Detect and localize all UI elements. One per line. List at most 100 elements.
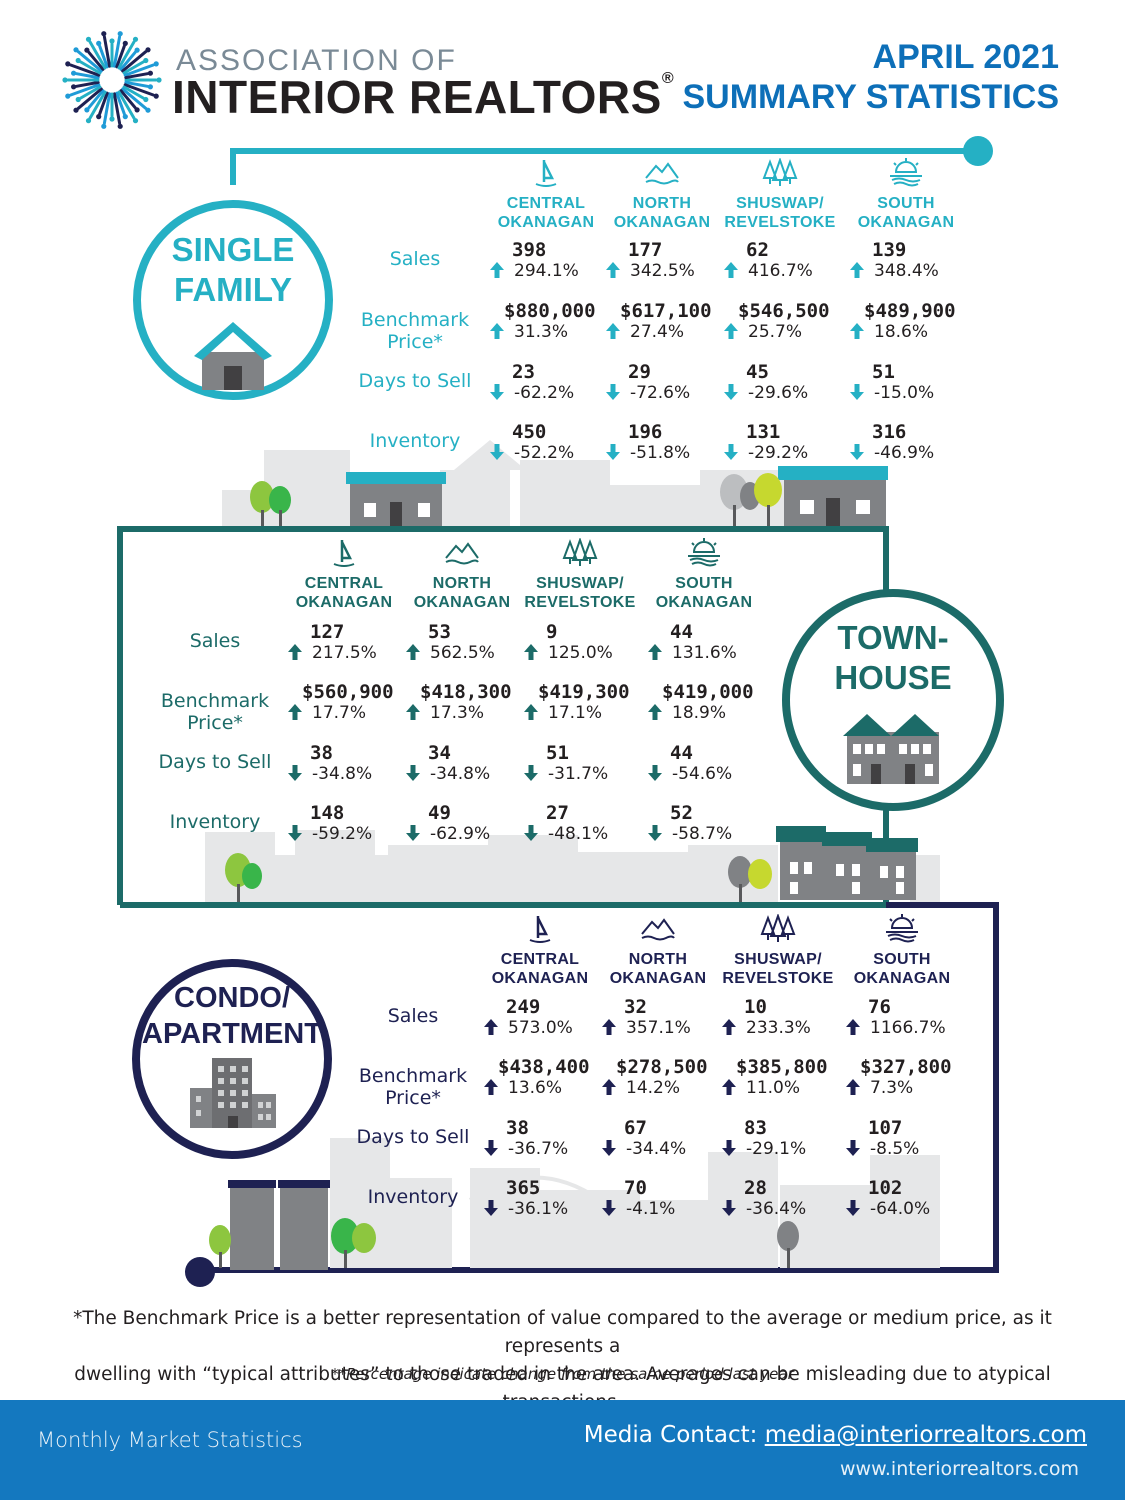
stat-value: 52 [670,802,693,824]
region-header-north-okanagan: NORTH OKANAGAN [606,194,718,232]
stat-value: 76 [868,996,891,1018]
stat-change: 125.0% [524,642,634,664]
stat-value: 9 [546,621,558,643]
stat-cell-sales-north-okanagan: 177 342.5% [606,240,716,282]
stat-change: 7.3% [846,1077,956,1099]
arrow-up-icon [484,1019,498,1035]
stat-cell-days-to-sell-north-okanagan: 34 -34.8% [406,743,516,785]
region-header-shuswap-revelstoke: SHUSWAP/REVELSTOKE [722,950,834,988]
arrow-down-icon [602,1200,616,1216]
stat-cell-sales-central-okanagan: 127 217.5% [288,622,398,664]
stat-change-percent: 13.6% [508,1078,563,1098]
arrow-down-icon [722,1200,736,1216]
boat-icon [324,538,364,568]
stat-value: $438,400 [498,1056,590,1078]
stat-change-percent: -36.1% [508,1199,569,1219]
logo-ray [117,40,136,70]
arrow-down-icon [606,444,620,460]
stat-value: 28 [744,1177,767,1199]
stat-change-percent: 14.2% [626,1078,681,1098]
stat-cell-sales-south-okanagan: 139 348.4% [850,240,960,282]
logo-dot [84,107,90,113]
arrow-down-icon [288,765,302,781]
stat-value: $489,900 [864,300,956,322]
logo-name: INTERIOR REALTORS [172,71,662,123]
region-header-line2: REVELSTOKE [722,970,834,987]
stat-cell-days-to-sell-central-okanagan: 38 -36.7% [484,1118,594,1160]
region-header-line1: SOUTH [675,575,733,592]
arrow-up-icon [722,1019,736,1035]
stat-change-percent: -4.1% [626,1199,676,1219]
media-contact-email-link[interactable]: media@interiorrealtors.com [764,1422,1087,1448]
arrow-up-icon [602,1019,616,1035]
stat-cell-benchmark-price-south-okanagan: $327,800 7.3% [846,1057,956,1099]
stat-change-percent: 25.7% [748,322,803,342]
stat-value: 127 [310,621,345,643]
stat-cell-benchmark-price-shuswap-revelstoke: $385,800 11.0% [722,1057,832,1099]
stat-change-percent: -62.2% [514,383,575,403]
stat-cell-benchmark-price-south-okanagan: $489,900 18.6% [850,301,960,343]
single-family-house-icon [194,322,272,390]
logo-ray [117,90,136,120]
logo-ray [102,35,112,68]
arrow-up-icon [846,1019,860,1035]
logo-ray [119,89,137,110]
sun-icon [684,538,724,568]
region-header-line1: SHUSWAP/ [734,951,822,968]
logo-dot [75,96,81,103]
stat-change-percent: 357.1% [626,1018,691,1038]
stat-value: 102 [868,1177,903,1199]
section-title-single-family: SINGLE FAMILY [171,231,295,308]
stat-change: -8.5% [846,1138,956,1160]
stat-value: $419,300 [538,681,630,703]
stat-cell-inventory-north-okanagan: 70 -4.1% [602,1178,712,1220]
stat-value: 70 [624,1177,647,1199]
logo-ray [115,44,126,69]
logo-dot [134,47,140,53]
website-link[interactable]: www.interiorrealtors.com [840,1458,1079,1480]
region-header-central-okanagan: CENTRAL OKANAGAN [288,574,400,612]
stat-change-percent: -34.8% [430,764,491,784]
logo-dot [143,57,149,64]
stat-change: 348.4% [850,260,960,282]
stat-change: -34.8% [406,763,516,785]
stat-change-percent: 17.1% [548,703,603,723]
house-blue-1 [346,472,446,528]
stat-change: 342.5% [606,260,716,282]
arrow-up-icon [850,262,864,278]
arrow-up-icon [850,323,864,339]
stat-cell-benchmark-price-shuswap-revelstoke: $419,300 17.1% [524,682,634,724]
arrow-up-icon [606,323,620,339]
logo-text-association: ASSOCIATION OF [176,44,457,77]
stat-cell-days-to-sell-north-okanagan: 67 -34.4% [602,1118,712,1160]
arrow-down-icon [484,1200,498,1216]
logo-dot [156,77,162,83]
stat-change: 27.4% [606,321,716,343]
stat-value: $278,500 [616,1056,708,1078]
section-title-condo: CONDO/ APARTMENT [142,982,322,1050]
stat-change: 357.1% [602,1017,712,1039]
stat-cell-benchmark-price-central-okanagan: $880,000 31.3% [490,301,600,343]
stat-value: $546,500 [738,300,830,322]
stat-cell-sales-central-okanagan: 249 573.0% [484,997,594,1039]
arrow-up-icon [724,262,738,278]
logo-ray [123,83,155,97]
percentage-footnote: **Percentage indicate change from the sa… [331,1365,794,1383]
stat-change: -29.2% [724,442,834,464]
arrow-down-icon [524,825,538,841]
stat-value: 44 [670,742,693,764]
stat-change: 11.0% [722,1077,832,1099]
logo-ray [87,89,105,110]
stat-cell-days-to-sell-shuswap-revelstoke: 83 -29.1% [722,1118,832,1160]
stat-value: 38 [310,742,333,764]
stat-change-percent: 573.0% [508,1018,573,1038]
region-header-line1: NORTH [432,575,492,592]
stat-value: 27 [546,802,569,824]
stat-cell-sales-central-okanagan: 398 294.1% [490,240,600,282]
arrow-up-icon [524,704,538,720]
stat-change: -51.8% [606,442,716,464]
logo-dot [117,31,123,37]
arrow-up-icon [406,704,420,720]
stat-cell-inventory-shuswap-revelstoke: 28 -36.4% [722,1178,832,1220]
stat-change: 562.5% [406,642,516,664]
